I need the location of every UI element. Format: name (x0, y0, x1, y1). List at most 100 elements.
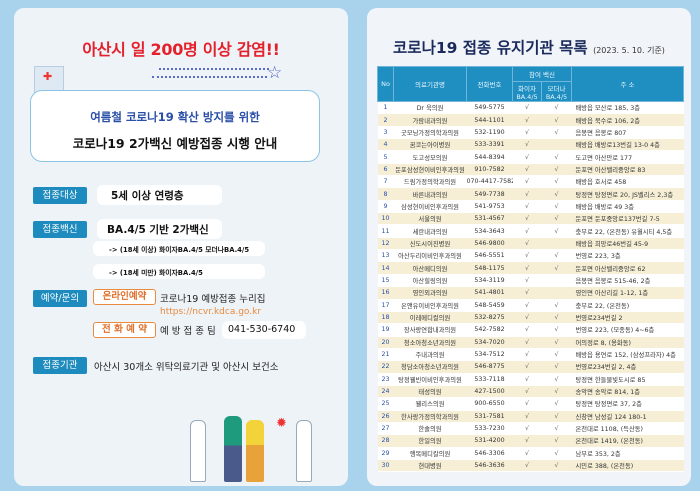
notice-panel: 아산시 일 200명 이상 감염!! ☆ ✚ 여름철 코로나19 확산 방지를 … (14, 8, 348, 486)
table-row: 11 세란내과의원 534-3643 √ √ 충무로 22, (온천동) 유월시티 4,5… (377, 224, 684, 238)
row-no: 28 (377, 434, 394, 448)
phone-reserve-button[interactable]: 전 화 예 약 (93, 322, 156, 338)
row-phone: 531-4567 (466, 212, 513, 226)
list-title: 코로나19 접종 유지기관 목록 (2023. 5. 10. 기준) (367, 36, 691, 58)
row-moderna (541, 237, 572, 251)
header-vaccine-group: 참여 백신 (512, 66, 572, 82)
row-address: 어의정로 8, (용화동) (571, 336, 684, 349)
row-phone: 427-1500 (466, 385, 513, 399)
row-no: 29 (377, 447, 394, 460)
row-pfizer: √ (512, 249, 542, 263)
header-pfizer: 화이자 BA.4/5 (512, 81, 542, 102)
row-name: 아산힐링의원 (393, 274, 467, 288)
row-name: 도고성모의원 (393, 150, 467, 164)
row-no: 5 (377, 150, 394, 164)
row-name: 이레메디컬의원 (393, 311, 467, 325)
row-no: 23 (377, 373, 394, 386)
row-address: 도고면 아산만로 177 (571, 150, 684, 164)
row-address: 배방읍 북수로 106, 2층 (571, 113, 684, 127)
vaccine-value: BA.4/5 기반 2가백신 (97, 219, 222, 239)
row-phone: 531-4200 (466, 434, 513, 448)
row-moderna: √ (541, 422, 572, 436)
vaccination-illustration: ✹ (184, 408, 324, 482)
row-phone: 544-1101 (466, 113, 513, 127)
row-no: 22 (377, 360, 394, 374)
row-moderna: √ (541, 311, 572, 325)
table-row: 28 한일의원 531-4200 √ √ 온천대로 1419, (온천동) (377, 434, 684, 448)
row-pfizer: √ (512, 459, 542, 473)
row-no: 19 (377, 323, 394, 337)
row-name: 서울의원 (393, 212, 467, 226)
row-phone: 548-5459 (466, 299, 513, 312)
row-address: 영인면 아산리길 1-12, 1층 (571, 286, 684, 300)
reserve-label: 예약/문의 (33, 290, 87, 307)
row-moderna: √ (541, 397, 572, 411)
clinic-table: No 의료기관명 전화번호 참여 백신 주 소 화이자 BA.4/5 모더나 B… (377, 66, 684, 473)
headline: 아산시 일 200명 이상 감염!! (82, 40, 280, 59)
row-phone: 546-3636 (466, 459, 513, 473)
row-pfizer: √ (512, 348, 542, 362)
row-no: 15 (377, 274, 394, 288)
table-row: 24 태성의원 427-1500 √ √ 송악면 송악로 814, 1층 (377, 385, 684, 399)
online-url-link[interactable]: https://ncvr.kdca.go.kr (160, 307, 262, 317)
row-name: 한솔의원 (393, 422, 467, 436)
row-address: 배방읍 호서로 458 (571, 175, 684, 189)
phone-number: 041-530-6740 (222, 321, 306, 339)
row-name: 청소아청소년과의원 (393, 336, 467, 349)
row-name: 청담소아청소년과의원 (393, 360, 467, 374)
row-no: 12 (377, 237, 394, 251)
online-reserve-button[interactable]: 온라인예약 (93, 289, 156, 305)
row-phone: 541-4801 (466, 286, 513, 300)
row-pfizer: √ (512, 150, 542, 164)
row-address: 탕정면 한들물빛도시로 85 (571, 373, 684, 386)
row-no: 3 (377, 126, 394, 140)
row-pfizer: √ (512, 187, 542, 201)
row-moderna: √ (541, 175, 572, 189)
row-address: 남부로 353, 2층 (571, 447, 684, 460)
header-address: 주 소 (571, 66, 684, 102)
row-name: 꿈코는아이병원 (393, 138, 467, 152)
target-value: 5세 이상 연령층 (97, 185, 222, 205)
row-name: 탕정웰빈이비인후과의원 (393, 373, 467, 386)
row-moderna: √ (541, 126, 572, 140)
table-row: 13 아산두리이비인후과의원 546-5551 √ √ 번영로 223, 3층 (377, 249, 684, 263)
row-phone: 541-9753 (466, 200, 513, 214)
vaccine-adult: -> (18세 이상) 화이자BA.4/5 모더나BA.4/5 (93, 241, 265, 256)
table-row: 2 가람내과의원 544-1101 √ √ 배방읍 북수로 106, 2층 (377, 113, 684, 127)
row-no: 13 (377, 249, 394, 263)
target-label: 접종대상 (33, 187, 87, 204)
row-name: Dr 욱의원 (393, 101, 467, 115)
table-row: 5 도고성모의원 544-8394 √ √ 도고면 아산만로 177 (377, 150, 684, 164)
row-address: 번영로234번길 2, 4층 (571, 360, 684, 374)
sites-value: 아산시 30개소 위탁의료기관 및 아산시 보건소 (94, 362, 279, 373)
row-address: 배방읍 배방로13번길 13-0 4층 (571, 138, 684, 152)
phone-team: 예 방 접 종 팀 (160, 326, 216, 337)
row-address: 번영로 223, 3층 (571, 249, 684, 263)
row-no: 11 (377, 224, 394, 238)
row-address: 온천대로 1108, (득산동) (571, 422, 684, 436)
row-name: 한사랑가정의학과의원 (393, 410, 467, 423)
row-name: 온앤유이비인후과의원 (393, 299, 467, 312)
row-moderna: √ (541, 336, 572, 349)
row-moderna: √ (541, 212, 572, 226)
row-phone: 533-7118 (466, 373, 513, 386)
row-moderna: √ (541, 163, 572, 177)
row-pfizer: √ (512, 336, 542, 349)
row-pfizer: √ (512, 385, 542, 399)
row-pfizer: √ (512, 373, 542, 386)
row-moderna (541, 138, 572, 152)
row-name: 영인외과의원 (393, 286, 467, 300)
row-phone: 533-3391 (466, 138, 513, 152)
row-address: 둔포면 아산밸리중앙로 62 (571, 261, 684, 275)
row-address: 충무로 22, (온천동) 유월시티 4,5층 (571, 224, 684, 238)
header-name: 의료기관명 (393, 66, 467, 102)
row-pfizer: √ (512, 212, 542, 226)
row-name: 세란내과의원 (393, 224, 467, 238)
table-row: 16 영인외과의원 541-4801 √ 영인면 아산리길 1-12, 1층 (377, 286, 684, 300)
row-moderna: √ (541, 434, 572, 448)
row-moderna: √ (541, 385, 572, 399)
row-address: 배방읍 용연로 152, (삼성프라자) 4층 (571, 348, 684, 362)
row-pfizer: √ (512, 447, 542, 460)
vaccine-label: 접종백신 (33, 221, 87, 238)
table-row: 27 한솔의원 533-7230 √ √ 온천대로 1108, (득산동) (377, 422, 684, 436)
